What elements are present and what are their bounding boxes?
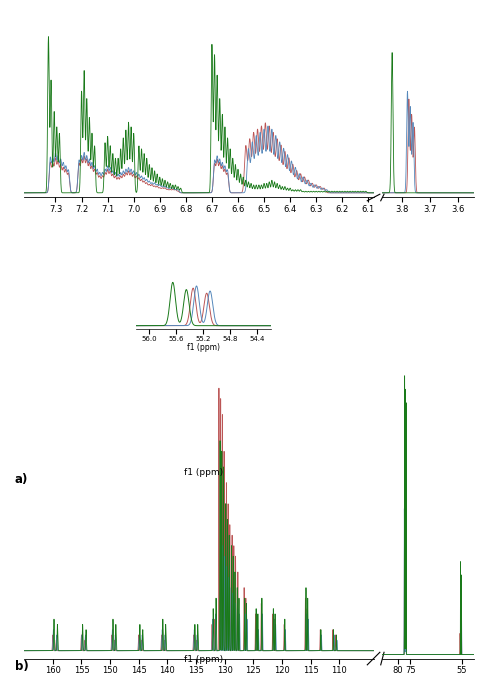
X-axis label: f1 (ppm): f1 (ppm) (187, 343, 220, 352)
Text: b): b) (15, 660, 28, 673)
Text: f1 (ppm): f1 (ppm) (184, 655, 223, 664)
Text: f1 (ppm): f1 (ppm) (184, 468, 223, 477)
Text: a): a) (15, 473, 28, 486)
